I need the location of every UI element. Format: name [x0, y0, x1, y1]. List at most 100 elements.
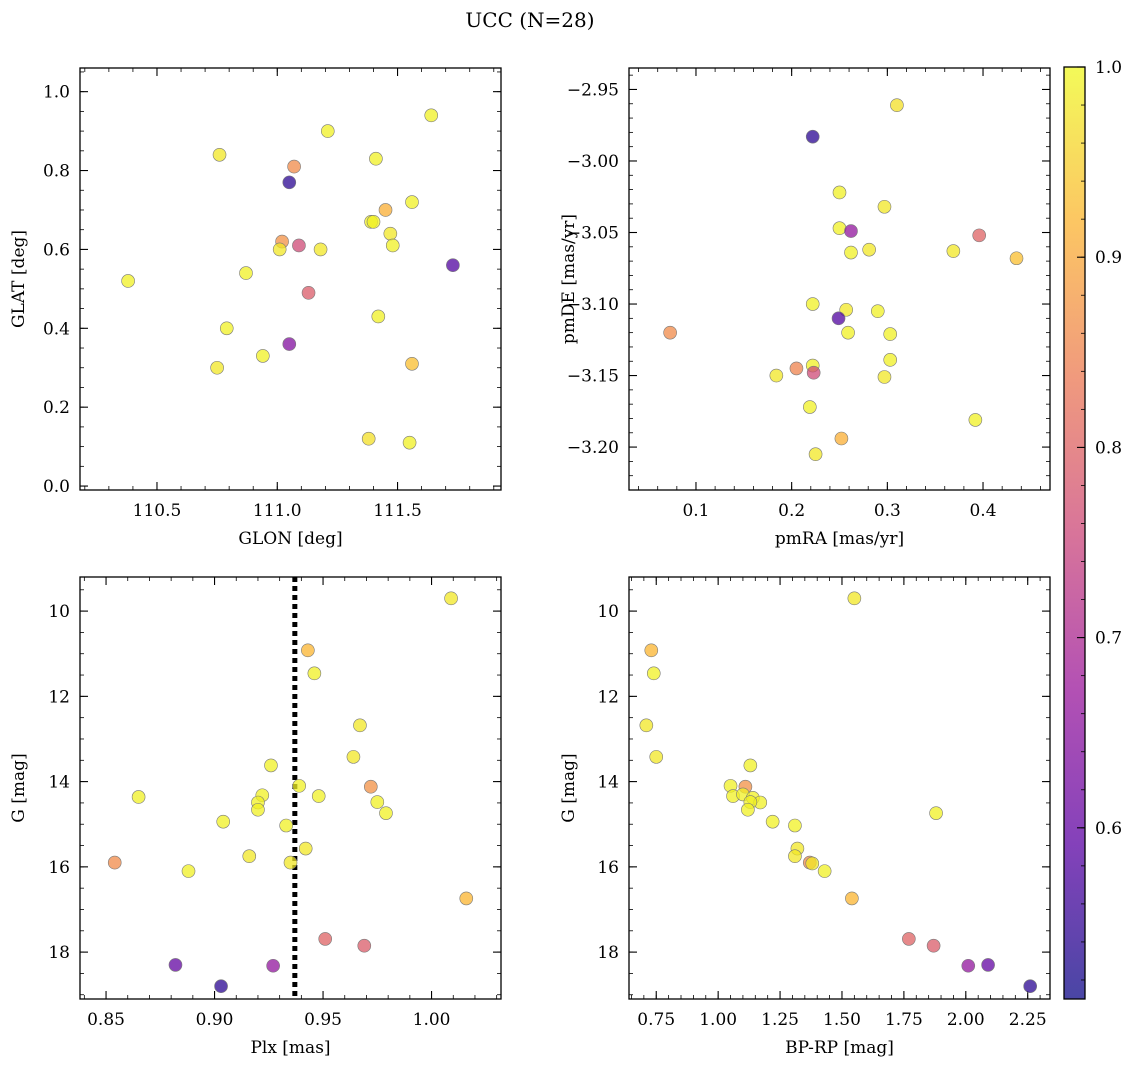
- colorbar-frame: [1063, 66, 1086, 1000]
- x-tick-label: 1.00: [413, 1010, 451, 1030]
- y-tick-label: 1.0: [43, 83, 70, 103]
- data-point: [890, 98, 904, 112]
- data-point: [361, 431, 376, 446]
- colorbar-tick-label: 0.6: [1095, 819, 1122, 839]
- data-point: [313, 242, 328, 257]
- data-point: [1009, 251, 1024, 266]
- data-point: [131, 790, 146, 804]
- colorbar-tick-label: 0.8: [1095, 438, 1122, 458]
- y-tick-label: 10: [48, 602, 70, 622]
- colorbar-tick-label: 0.9: [1095, 248, 1122, 268]
- data-point: [239, 266, 253, 280]
- data-point: [283, 855, 298, 870]
- y-axis-label: G [mag]: [559, 753, 579, 822]
- data-point: [845, 891, 859, 906]
- data-point: [805, 129, 820, 144]
- data-point: [379, 806, 393, 820]
- data-point: [264, 758, 278, 773]
- x-tick-label: 111.5: [373, 501, 422, 521]
- y-tick-label: 0.6: [43, 240, 70, 260]
- y-tick-label: −3.15: [567, 367, 619, 387]
- panels: 110.5 111.0 111.5 0.0 0.2 0.4 0.6 0.8 1.0 GLON [d…: [9, 67, 1051, 1058]
- data-point: [282, 175, 297, 190]
- data-point: [402, 435, 417, 450]
- data-point: [972, 228, 986, 243]
- data-point: [741, 802, 755, 817]
- data-point: [877, 370, 892, 384]
- y-tick-label: 18: [48, 943, 70, 963]
- data-point: [256, 349, 270, 363]
- data-point: [929, 806, 943, 820]
- data-point: [862, 242, 876, 257]
- panel-4: 0.75 1.00 1.25 1.50 1.75 2.00 2.25 10 12 14 16 18 BP…: [559, 576, 1051, 1058]
- x-tick-label: 0.4: [969, 501, 996, 521]
- data-point: [279, 818, 293, 833]
- x-tick-label: 0.85: [87, 1010, 125, 1030]
- data-point: [817, 864, 832, 878]
- data-point: [946, 244, 961, 258]
- data-point: [383, 226, 398, 241]
- y-axis-label: GLAT [deg]: [9, 230, 29, 328]
- data-point: [649, 750, 664, 764]
- y-tick-label: 12: [48, 687, 70, 707]
- data-point: [292, 779, 306, 793]
- data-point: [968, 413, 983, 427]
- data-point: [839, 302, 853, 317]
- data-point: [805, 297, 820, 311]
- data-point: [646, 666, 661, 681]
- x-tick-label: 2.25: [1009, 1010, 1047, 1030]
- y-tick-label: 10: [597, 602, 619, 622]
- data-point: [181, 864, 196, 878]
- data-point: [961, 958, 976, 973]
- y-tick-label: 0.4: [43, 319, 70, 339]
- y-tick-label: −3.20: [567, 438, 619, 458]
- data-point: [877, 199, 892, 214]
- x-tick-label: 110.5: [133, 501, 182, 521]
- x-tick-label: 0.95: [304, 1010, 342, 1030]
- x-tick-label: 111.0: [253, 501, 302, 521]
- data-point: [926, 938, 941, 953]
- data-point: [346, 750, 361, 764]
- data-point: [844, 224, 858, 238]
- scatter-points: [107, 577, 474, 999]
- x-tick-label: 0.1: [682, 501, 709, 521]
- data-point: [318, 932, 333, 946]
- data-point: [834, 431, 849, 446]
- data-point: [242, 849, 257, 864]
- data-point: [301, 643, 315, 658]
- y-tick-label: 16: [48, 858, 70, 878]
- y-axis-label: pmDE [mas/yr]: [559, 214, 579, 344]
- y-tick-label: 0.8: [43, 162, 70, 182]
- data-point: [743, 758, 758, 773]
- data-point: [214, 979, 228, 994]
- y-tick-label: −2.95: [567, 80, 619, 100]
- y-tick-label: −3.10: [567, 295, 619, 315]
- panel-1: 110.5 111.0 111.5 0.0 0.2 0.4 0.6 0.8 1.0 GLON [d…: [9, 67, 502, 549]
- data-point: [251, 802, 265, 817]
- y-tick-label: −3.00: [567, 152, 619, 172]
- data-point: [789, 361, 804, 376]
- x-axis-label: Plx [mas]: [250, 1038, 330, 1058]
- panel-2: 0.1 0.2 0.3 0.4 −3.20 −3.15 −3.10 −3.05 −3.00 −2.…: [559, 67, 1051, 549]
- x-tick-label: 0.90: [196, 1010, 234, 1030]
- data-point: [1023, 979, 1037, 994]
- data-point: [883, 327, 898, 341]
- data-point: [405, 356, 419, 371]
- x-tick-label: 1.25: [761, 1010, 799, 1030]
- data-point: [320, 124, 335, 138]
- y-tick-label: 18: [597, 943, 619, 963]
- scatter-points: [639, 591, 1037, 994]
- data-point: [371, 309, 386, 324]
- y-tick-label: 14: [597, 773, 619, 793]
- scatter-points: [663, 98, 1024, 462]
- data-point: [292, 238, 306, 253]
- axes-frame: [79, 576, 502, 1000]
- data-point: [444, 591, 458, 606]
- x-axis-label: BP-RP [mag]: [785, 1038, 894, 1058]
- colorbar-tick-label: 1.0: [1095, 58, 1122, 78]
- data-point: [844, 245, 858, 260]
- y-tick-label: 12: [597, 687, 619, 707]
- colorbar-gradient: [1064, 67, 1085, 999]
- data-point: [832, 185, 847, 200]
- data-point: [311, 789, 326, 803]
